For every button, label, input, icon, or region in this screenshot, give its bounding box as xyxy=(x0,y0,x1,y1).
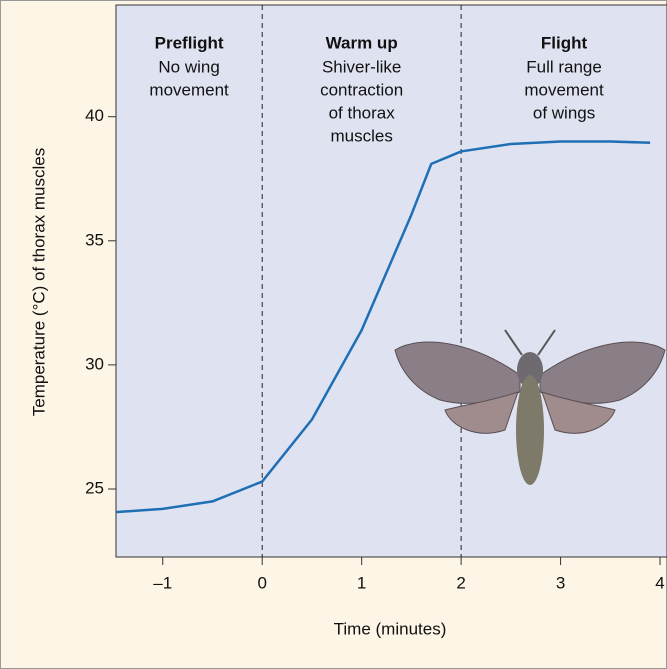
y-tick-label: 35 xyxy=(85,230,104,249)
phase-title: Preflight xyxy=(155,33,224,52)
y-tick-label: 40 xyxy=(85,106,104,125)
phase-description: muscles xyxy=(330,126,392,145)
x-tick-label: 3 xyxy=(556,573,565,592)
y-tick-label: 30 xyxy=(85,354,104,373)
phase-title: Warm up xyxy=(326,33,398,52)
x-tick-label: 4 xyxy=(655,573,664,592)
phase-description: movement xyxy=(149,80,229,99)
x-tick-label: –1 xyxy=(153,573,172,592)
x-tick-label: 0 xyxy=(257,573,266,592)
page: {"chart_data": { "type": "line", "x_labe… xyxy=(0,0,667,669)
y-axis-label: Temperature (°C) of thorax muscles xyxy=(29,148,48,417)
phase-description: contraction xyxy=(320,80,403,99)
x-tick-label: 1 xyxy=(357,573,366,592)
chart: Temperature (°C) of thorax muscles Time … xyxy=(0,0,667,669)
phase-title: Flight xyxy=(541,33,588,52)
phase-description: of thorax xyxy=(329,103,396,122)
phase-description: of wings xyxy=(533,103,595,122)
y-tick-label: 25 xyxy=(85,478,104,497)
phase-description: No wing xyxy=(158,57,219,76)
phase-description: movement xyxy=(524,80,604,99)
phase-description: Full range xyxy=(526,57,602,76)
x-axis-label: Time (minutes) xyxy=(334,619,447,638)
phase-description: Shiver-like xyxy=(322,57,401,76)
x-tick-label: 2 xyxy=(456,573,465,592)
